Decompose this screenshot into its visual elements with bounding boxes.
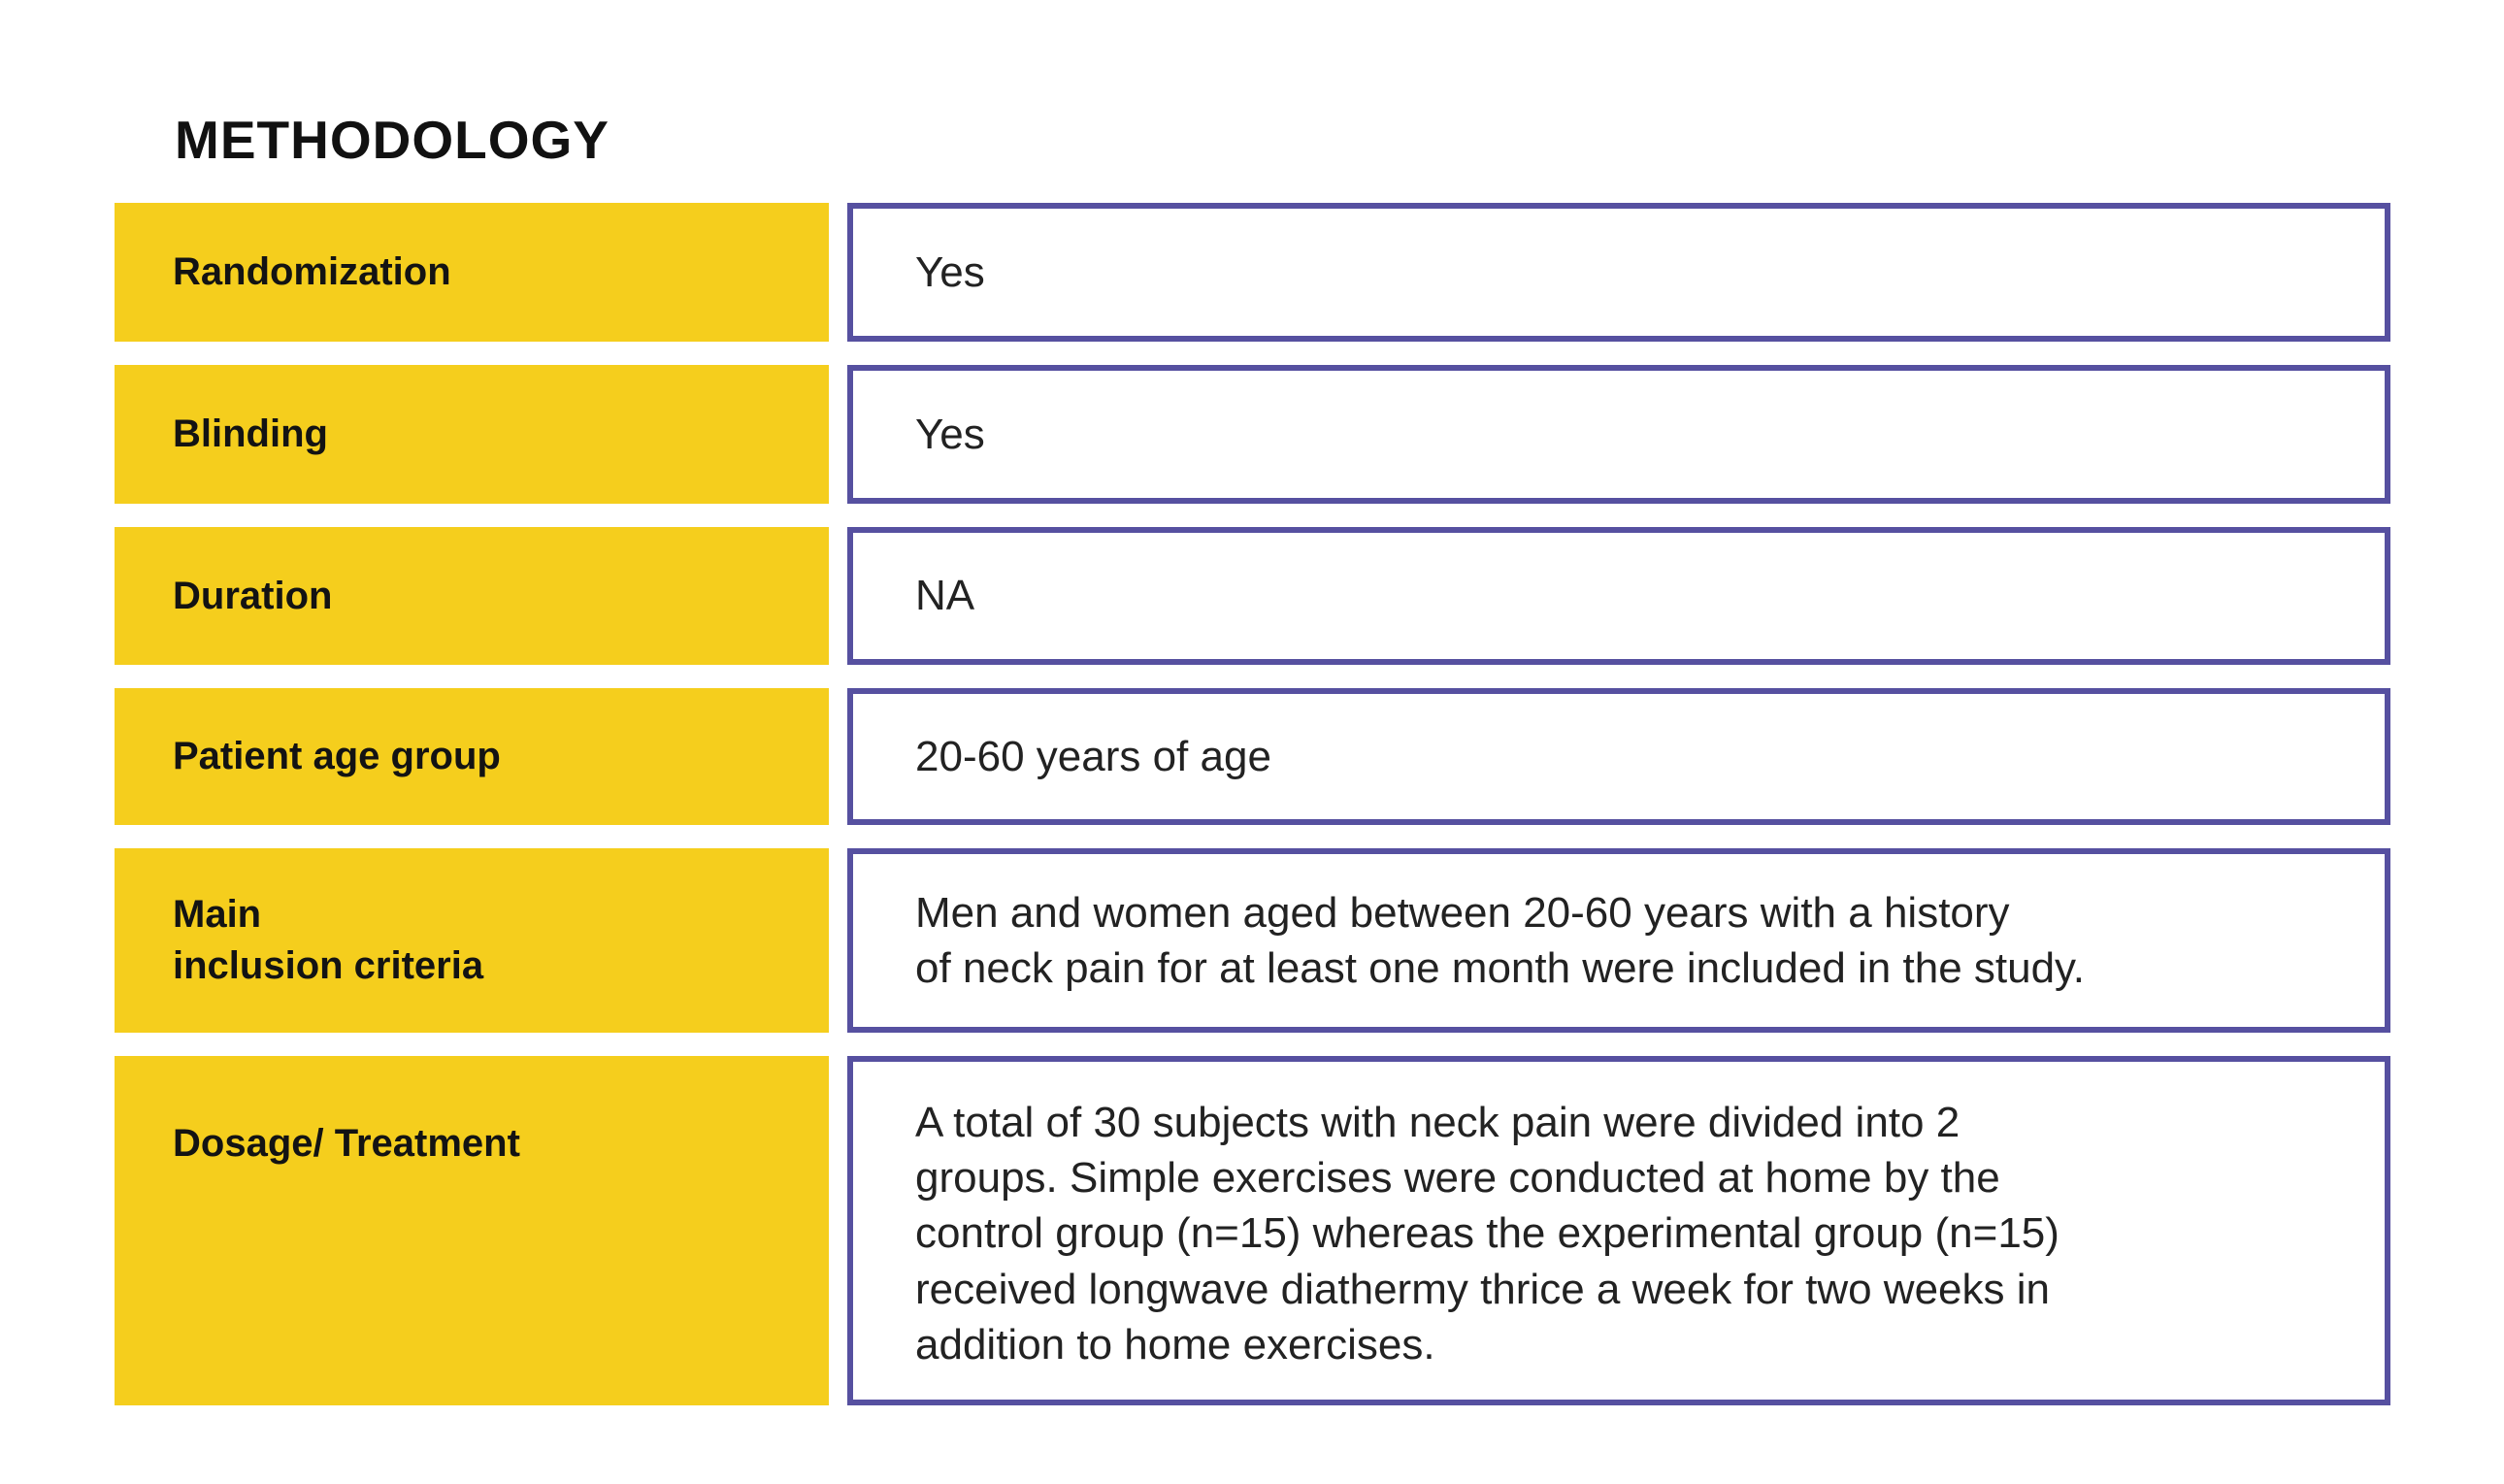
table-row-randomization: Randomization Yes xyxy=(115,203,2390,342)
row-value-cell: NA xyxy=(847,527,2390,665)
row-value-cell: 20-60 years of age xyxy=(847,688,2390,825)
table-row-main-inclusion-criteria: Main inclusion criteria Men and women ag… xyxy=(115,848,2390,1033)
table-row-dosage-treatment: Dosage/ Treatment A total of 30 subjects… xyxy=(115,1056,2390,1405)
row-label: Blinding xyxy=(173,412,328,456)
row-value: NA xyxy=(915,572,975,620)
methodology-table: Randomization Yes Blinding Yes Duration … xyxy=(115,203,2390,1405)
page-title: METHODOLOGY xyxy=(175,110,610,170)
row-label: Patient age group xyxy=(173,735,501,778)
row-value: Yes xyxy=(915,410,985,458)
row-value-cell: Yes xyxy=(847,203,2390,342)
row-value: Yes xyxy=(915,247,985,296)
row-label-cell: Randomization xyxy=(115,203,829,342)
row-label-cell: Blinding xyxy=(115,365,829,504)
table-row-blinding: Blinding Yes xyxy=(115,365,2390,504)
row-label: Dosage/ Treatment xyxy=(173,1122,520,1165)
row-value-cell: Men and women aged between 20-60 years w… xyxy=(847,848,2390,1033)
row-label-cell: Main inclusion criteria xyxy=(115,848,829,1033)
table-row-patient-age-group: Patient age group 20-60 years of age xyxy=(115,688,2390,825)
row-label: Duration xyxy=(173,574,333,617)
row-value: A total of 30 subjects with neck pain we… xyxy=(915,1099,2059,1369)
row-value: 20-60 years of age xyxy=(915,732,1271,780)
row-value-cell: A total of 30 subjects with neck pain we… xyxy=(847,1056,2390,1405)
row-label-cell: Dosage/ Treatment xyxy=(115,1056,829,1405)
row-label-cell: Patient age group xyxy=(115,688,829,825)
table-row-duration: Duration NA xyxy=(115,527,2390,665)
row-value: Men and women aged between 20-60 years w… xyxy=(915,888,2086,992)
row-label: Main inclusion criteria xyxy=(173,893,484,987)
row-value-cell: Yes xyxy=(847,365,2390,504)
row-label: Randomization xyxy=(173,250,451,294)
row-label-cell: Duration xyxy=(115,527,829,665)
